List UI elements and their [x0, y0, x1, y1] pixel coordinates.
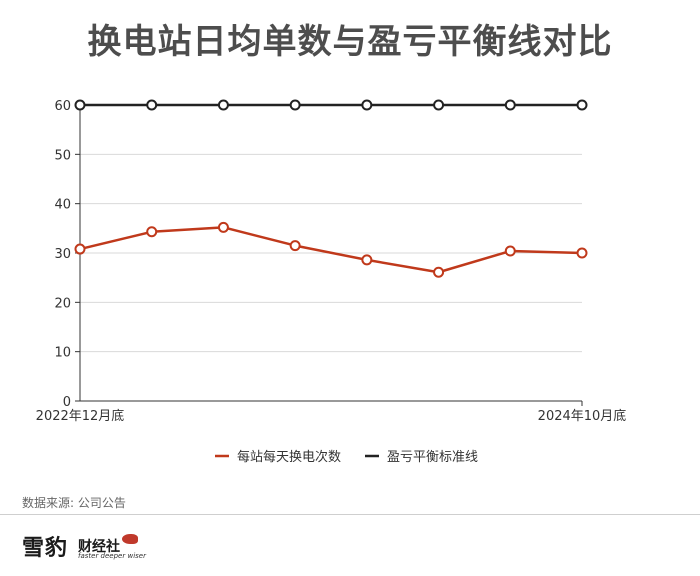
footer-divider: [0, 514, 700, 515]
logo-text-sub: 财经社: [78, 539, 120, 555]
data-point: [576, 99, 588, 111]
line-chart: 0 10 20 30 40 50 60 2022年12月底 2024年10月底 每站每天换电次…: [36, 99, 627, 465]
data-point: [576, 247, 588, 259]
data-point: [504, 245, 516, 257]
legend-label: 每站每天换电次数: [237, 449, 341, 465]
data-source: 数据来源: 公司公告: [22, 496, 126, 510]
data-point: [361, 99, 373, 111]
y-tick-label: 30: [54, 247, 71, 262]
x-tick-label: 2022年12月底: [36, 408, 125, 424]
series-layer: [74, 99, 588, 278]
y-axis-ticks: 0 10 20 30 40 50 60: [54, 99, 80, 410]
y-tick-label: 0: [63, 395, 71, 410]
data-point: [217, 221, 229, 233]
x-tick-label: 2024年10月底: [538, 408, 627, 424]
data-point: [361, 254, 373, 266]
y-tick-label: 10: [54, 346, 71, 361]
data-point: [433, 266, 445, 278]
legend: 每站每天换电次数 盈亏平衡标准线: [215, 449, 478, 465]
leopard-icon: [122, 534, 138, 544]
data-point: [504, 99, 516, 111]
data-point: [74, 243, 86, 255]
data-point: [289, 240, 301, 252]
data-point: [74, 99, 86, 111]
x-axis-labels: 2022年12月底 2024年10月底: [36, 401, 627, 424]
legend-label: 盈亏平衡标准线: [387, 450, 478, 465]
y-tick-label: 40: [54, 198, 71, 213]
y-tick-label: 50: [54, 148, 71, 163]
data-point: [289, 99, 301, 111]
chart-title: 换电站日均单数与盈亏平衡线对比: [87, 22, 613, 62]
data-point: [146, 99, 158, 111]
series-line: [79, 226, 583, 274]
logo-tagline: faster deeper wiser: [78, 552, 146, 560]
logo-text-main: 雪豹: [22, 535, 69, 561]
y-tick-label: 60: [54, 99, 71, 114]
y-tick-label: 20: [54, 296, 71, 311]
data-point: [217, 99, 229, 111]
data-point: [433, 99, 445, 111]
data-point: [146, 226, 158, 238]
